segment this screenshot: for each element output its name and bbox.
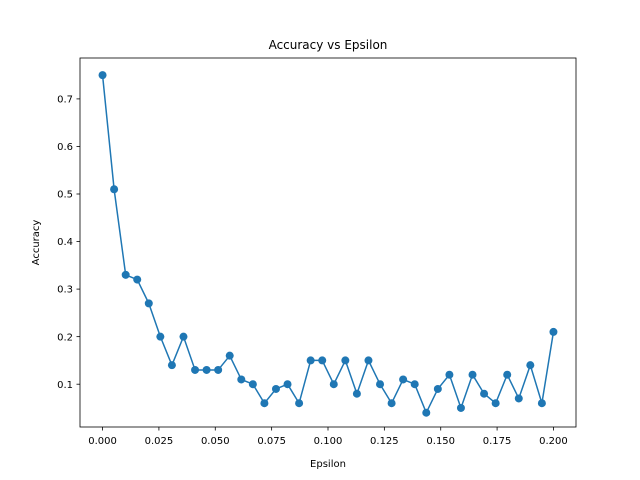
data-point: [468, 370, 477, 379]
x-tick-label: 0.200: [539, 436, 568, 447]
data-point: [352, 389, 361, 398]
data-point: [318, 356, 327, 365]
data-point: [191, 365, 200, 374]
data-point: [202, 365, 211, 374]
data-point: [503, 370, 512, 379]
data-point: [248, 380, 257, 389]
y-tick-label: 0.1: [57, 380, 73, 391]
data-point: [526, 361, 535, 370]
data-point: [341, 356, 350, 365]
data-point: [306, 356, 315, 365]
data-point: [445, 370, 454, 379]
data-point: [214, 365, 223, 374]
data-point: [237, 375, 246, 384]
x-tick-label: 0.000: [88, 436, 117, 447]
series-line: [101, 75, 555, 414]
data-point: [329, 380, 338, 389]
data-point: [121, 270, 130, 279]
plot-area: [98, 71, 558, 417]
chart-title: Accuracy vs Epsilon: [269, 38, 388, 52]
data-point: [410, 380, 419, 389]
x-tick-label: 0.150: [426, 436, 455, 447]
y-tick-label: 0.6: [57, 142, 73, 153]
data-point: [387, 399, 396, 408]
data-point: [537, 399, 546, 408]
data-point: [491, 399, 500, 408]
x-tick-label: 0.100: [314, 436, 343, 447]
y-tick-label: 0.2: [57, 332, 73, 343]
data-point: [260, 399, 269, 408]
data-point: [179, 332, 188, 341]
data-point: [156, 332, 165, 341]
x-tick-label: 0.075: [257, 436, 286, 447]
data-point: [399, 375, 408, 384]
data-point: [167, 361, 176, 370]
x-axis-label: Epsilon: [310, 459, 346, 470]
data-point: [549, 327, 558, 336]
x-tick-label: 0.125: [370, 436, 399, 447]
data-point: [144, 299, 153, 308]
data-point: [295, 399, 304, 408]
data-point: [225, 351, 234, 360]
data-point: [514, 394, 523, 403]
y-tick-label: 0.4: [57, 237, 73, 248]
data-point: [283, 380, 292, 389]
data-point: [376, 380, 385, 389]
y-tick-label: 0.3: [57, 285, 73, 296]
data-point: [456, 403, 465, 412]
y-tick-label: 0.5: [57, 190, 73, 201]
y-axis: 0.1 0.2 0.3 0.4 0.5 0.6 0.7: [57, 94, 80, 391]
y-tick-label: 0.7: [57, 94, 73, 105]
data-point: [271, 384, 280, 393]
x-tick-label: 0.025: [145, 436, 174, 447]
data-point: [422, 408, 431, 417]
data-point: [110, 185, 119, 194]
data-point: [480, 389, 489, 398]
data-point: [364, 356, 373, 365]
y-axis-label: Accuracy: [31, 220, 42, 266]
data-point: [433, 384, 442, 393]
x-tick-label: 0.175: [483, 436, 512, 447]
x-tick-label: 0.050: [201, 436, 230, 447]
data-point: [98, 71, 107, 80]
x-axis: 0.000 0.025 0.050 0.075 0.100 0.125 0.150 0.175…: [88, 427, 568, 447]
data-point: [133, 275, 142, 284]
